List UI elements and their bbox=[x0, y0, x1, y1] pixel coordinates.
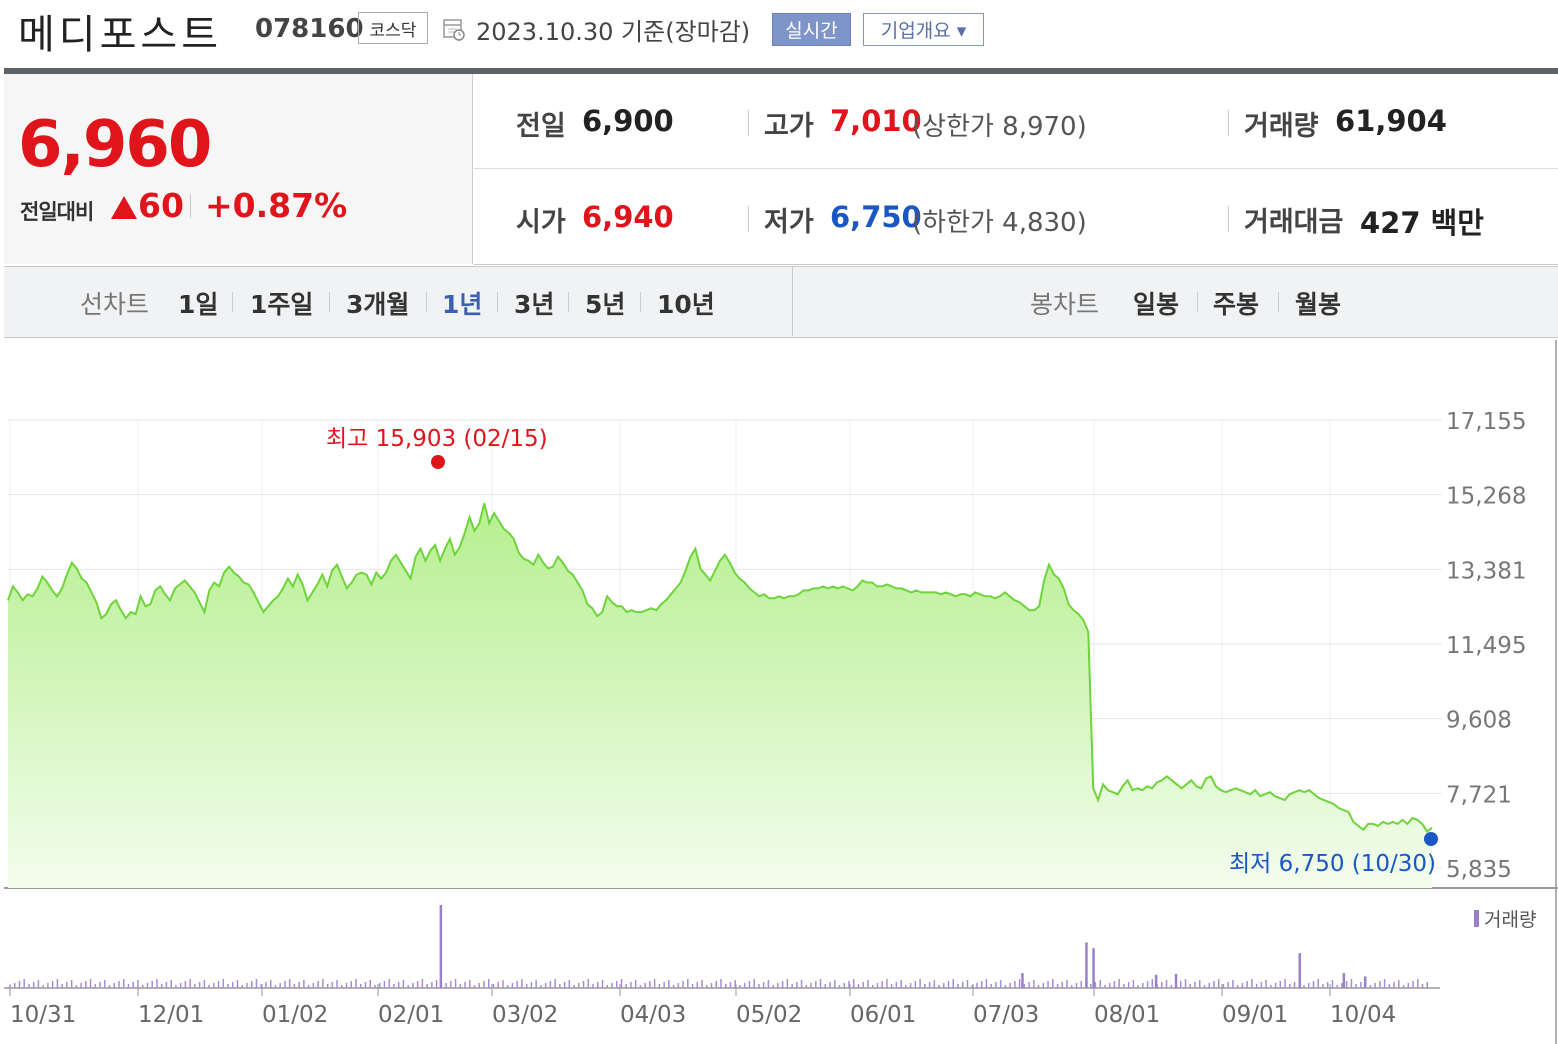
price-area-fill bbox=[8, 503, 1432, 888]
change-separator bbox=[190, 194, 191, 218]
price-line bbox=[7, 503, 1433, 833]
volume-value: 61,904 bbox=[1335, 104, 1447, 138]
period-1d[interactable]: 1일 bbox=[178, 290, 219, 319]
stock-name: 메디포스트 bbox=[18, 12, 222, 58]
current-price: 6,960 bbox=[18, 108, 212, 182]
high-label: 고가 bbox=[764, 111, 814, 142]
x-tick-label: 02/01 bbox=[378, 1002, 444, 1028]
y-tick-label: 15,268 bbox=[1446, 484, 1526, 510]
candle-chart-label: 봉차트 bbox=[1030, 290, 1100, 319]
x-tick-label: 01/02 bbox=[262, 1002, 328, 1028]
change-label: 전일대비 bbox=[20, 200, 94, 224]
x-tick-label: 10/31 bbox=[10, 1002, 76, 1028]
period-nav-divider bbox=[792, 266, 793, 336]
high-value: 7,010 bbox=[830, 104, 922, 138]
line-chart-label: 선차트 bbox=[80, 290, 150, 319]
volume-label: 거래량 bbox=[1244, 111, 1319, 142]
basis-date: 2023.10.30 기준(장마감) bbox=[476, 18, 751, 46]
x-tick-label: 04/03 bbox=[620, 1002, 686, 1028]
quote-row-divider bbox=[474, 168, 1558, 169]
stock-code: 078160 bbox=[255, 14, 364, 44]
candle-daily[interactable]: 일봉 bbox=[1133, 290, 1180, 319]
x-tick-label: 03/02 bbox=[492, 1002, 558, 1028]
period-1w[interactable]: 1주일 bbox=[250, 290, 314, 319]
x-tick-label: 09/01 bbox=[1222, 1002, 1288, 1028]
period-3y[interactable]: 3년 bbox=[514, 290, 555, 319]
quote-separator bbox=[1228, 110, 1229, 136]
quote-separator bbox=[1228, 206, 1229, 232]
max-annotation: 최고 15,903 (02/15) bbox=[326, 426, 548, 452]
low-value: 6,750 bbox=[830, 200, 922, 234]
y-tick-label: 7,721 bbox=[1446, 782, 1512, 808]
low-label: 저가 bbox=[764, 207, 814, 238]
min-point bbox=[1424, 832, 1438, 846]
nav-separator bbox=[497, 292, 498, 312]
volume-legend-swatch bbox=[1474, 910, 1479, 927]
open-label: 시가 bbox=[516, 207, 566, 238]
candle-monthly[interactable]: 월봉 bbox=[1295, 290, 1342, 319]
x-tick-label: 08/01 bbox=[1094, 1002, 1160, 1028]
company-overview-dropdown[interactable]: 기업개요 ▾ bbox=[863, 13, 984, 46]
nav-separator bbox=[1197, 292, 1198, 312]
change-percent: +0.87% bbox=[205, 186, 348, 225]
quote-bottom-divider bbox=[474, 264, 1558, 265]
period-nav bbox=[4, 266, 1558, 338]
header-divider bbox=[4, 68, 1558, 74]
nav-separator bbox=[232, 292, 233, 312]
realtime-button[interactable]: 실시간 bbox=[772, 13, 851, 46]
period-1y[interactable]: 1년 bbox=[442, 290, 483, 319]
period-3m[interactable]: 3개월 bbox=[346, 290, 410, 319]
min-annotation: 최저 6,750 (10/30) bbox=[1229, 851, 1436, 877]
y-tick-label: 5,835 bbox=[1446, 857, 1512, 883]
trade-amount-label: 거래대금 bbox=[1244, 207, 1344, 238]
x-tick-label: 05/02 bbox=[736, 1002, 802, 1028]
volume-legend-label: 거래량 bbox=[1484, 909, 1536, 931]
y-tick-label: 11,495 bbox=[1446, 633, 1526, 659]
trade-amount-value: 427 백만 bbox=[1360, 206, 1484, 240]
quote-separator bbox=[748, 206, 749, 232]
nav-separator bbox=[568, 292, 569, 312]
y-tick-label: 9,608 bbox=[1446, 708, 1512, 734]
price-panel bbox=[4, 74, 473, 264]
period-10y[interactable]: 10년 bbox=[657, 290, 715, 319]
change-value: 60 bbox=[138, 186, 184, 225]
calendar-icon bbox=[443, 19, 465, 41]
y-tick-label: 13,381 bbox=[1446, 558, 1526, 584]
nav-separator bbox=[329, 292, 330, 312]
nav-separator bbox=[1278, 292, 1279, 312]
price-chart: 17,155 15,268 13,381 11,495 9,608 7,721 5,835 1… bbox=[4, 340, 1558, 1044]
prev-close-value: 6,900 bbox=[582, 104, 674, 138]
x-tick-label: 07/03 bbox=[973, 1002, 1039, 1028]
market-badge: 코스닥 bbox=[358, 12, 428, 44]
upper-limit: (상한가 8,970) bbox=[912, 112, 1087, 142]
lower-limit: (하한가 4,830) bbox=[912, 208, 1087, 238]
prev-close-label: 전일 bbox=[516, 111, 566, 142]
x-tick-label: 10/04 bbox=[1330, 1002, 1396, 1028]
x-tick-label: 06/01 bbox=[850, 1002, 916, 1028]
x-tick-label: 12/01 bbox=[138, 1002, 204, 1028]
open-value: 6,940 bbox=[582, 200, 674, 234]
up-triangle-icon bbox=[111, 196, 137, 219]
period-5y[interactable]: 5년 bbox=[585, 290, 626, 319]
max-point bbox=[431, 455, 445, 469]
nav-separator bbox=[640, 292, 641, 312]
nav-separator bbox=[426, 292, 427, 312]
candle-weekly[interactable]: 주봉 bbox=[1213, 290, 1260, 319]
quote-separator bbox=[748, 110, 749, 136]
y-tick-label: 17,155 bbox=[1446, 409, 1526, 435]
